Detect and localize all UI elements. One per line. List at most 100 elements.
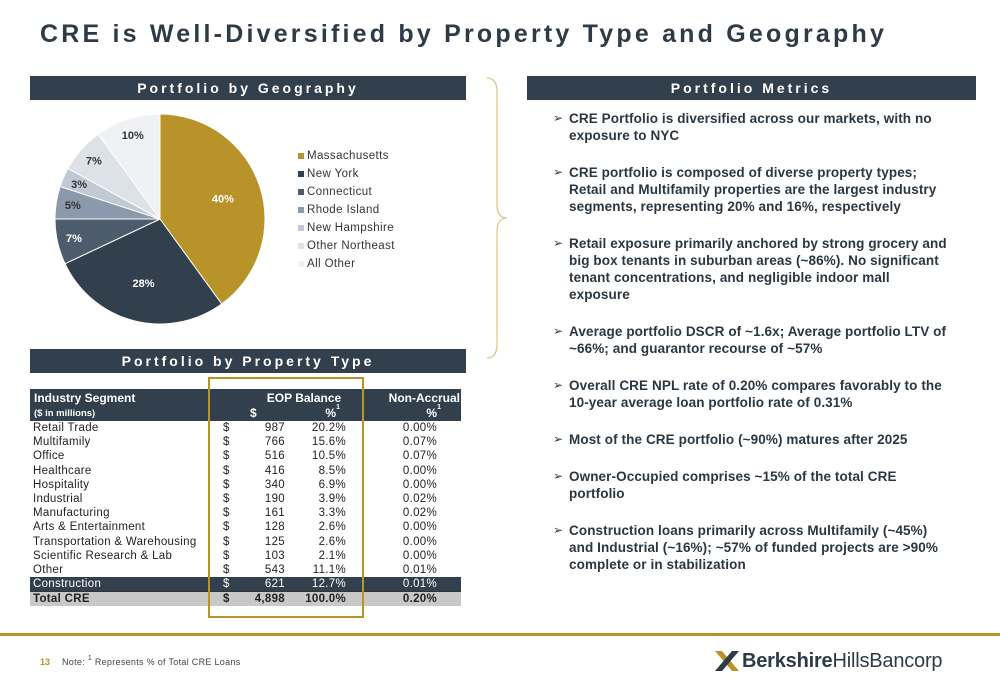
cell-nonaccrual: 0.02% xyxy=(402,507,437,520)
header-na-pct-label: % xyxy=(426,406,438,420)
cell-segment: Healthcare xyxy=(33,464,92,477)
arrow-bullet-icon: ➢ xyxy=(553,432,564,446)
cell-dollar: $ xyxy=(223,450,230,463)
legend-label: Other Northeast xyxy=(307,240,395,252)
arrow-bullet-icon: ➢ xyxy=(553,523,564,537)
cell-pct: 6.9% xyxy=(318,478,346,491)
metrics-header: Portfolio Metrics xyxy=(527,76,976,100)
legend-label: Massachusetts xyxy=(307,150,389,162)
legend-label: Rhode Island xyxy=(307,204,380,216)
metric-bullet: ➢ CRE Portfolio is diversified across our… xyxy=(553,110,953,144)
metric-bullet-text: CRE portfolio is composed of diverse pro… xyxy=(569,165,937,214)
cell-nonaccrual: 0.00% xyxy=(402,549,437,562)
cell-pct: 3.9% xyxy=(318,492,346,505)
cell-segment: Multifamily xyxy=(33,436,91,449)
metric-bullet-text: Most of the CRE portfolio (~90%) matures… xyxy=(569,432,908,447)
table-row: Arts & Entertainment $128 2.6% 0.00% xyxy=(30,520,461,534)
footnote-sup: 1 xyxy=(87,655,93,662)
table-body: Retail Trade $987 20.2% 0.00% Multifamily $76… xyxy=(30,421,461,592)
legend-swatch xyxy=(298,261,304,267)
metric-bullet: ➢ CRE portfolio is composed of diverse pr… xyxy=(553,164,953,215)
cell-dollar: $ xyxy=(223,578,230,591)
legend-item: Rhode Island xyxy=(298,201,395,219)
cell-dollar: $ xyxy=(223,521,230,534)
cell-segment: Arts & Entertainment xyxy=(33,521,146,534)
arrow-bullet-icon: ➢ xyxy=(553,469,564,483)
cell-dollar: $ xyxy=(223,464,230,477)
metric-bullet-text: Retail exposure primarily anchored by st… xyxy=(569,236,947,302)
cell-balance: 987 xyxy=(264,422,285,434)
legend-label: Connecticut xyxy=(307,186,373,198)
legend-item: New York xyxy=(298,165,395,183)
legend-item: New Hampshire xyxy=(298,219,395,237)
header-industry-segment: Industry Segment xyxy=(34,391,136,405)
metric-bullet-text: Construction loans primarily across Mult… xyxy=(569,523,938,572)
metric-bullet: ➢ Retail exposure primarily anchored by s… xyxy=(553,235,953,303)
cell-pct: 20.2% xyxy=(311,422,346,434)
cell-balance: 340 xyxy=(264,478,285,491)
pie-slice-new-york xyxy=(64,218,223,325)
cell-dollar: $ xyxy=(223,422,230,434)
legend-swatch xyxy=(298,225,304,231)
metric-bullet: ➢ Overall CRE NPL rate of 0.20% compares … xyxy=(553,377,953,411)
cell-pct: 2.6% xyxy=(318,521,346,534)
cell-pct: 12.7% xyxy=(311,578,346,591)
legend-swatch xyxy=(298,243,304,249)
legend-swatch xyxy=(298,189,304,195)
cell-nonaccrual: 0.00% xyxy=(402,535,437,548)
cell-segment: Scientific Research & Lab xyxy=(33,549,173,562)
arrow-bullet-icon: ➢ xyxy=(553,378,564,392)
metric-bullet: ➢ Average portfolio DSCR of ~1.6x; Averag… xyxy=(553,323,953,357)
footnote-text: Represents % of Total CRE Loans xyxy=(92,657,241,667)
header-pct-label: % xyxy=(325,406,337,420)
pie-label-other-northeast: 7% xyxy=(86,156,102,168)
metric-bullet: ➢ Owner-Occupied comprises ~15% of the to… xyxy=(553,468,953,502)
table-row: Industrial $190 3.9% 0.02% xyxy=(30,492,461,506)
cell-pct: 8.5% xyxy=(318,464,346,477)
metric-bullet: ➢ Most of the CRE portfolio (~90%) mature… xyxy=(553,431,953,448)
pie-label-new-hampshire: 3% xyxy=(71,179,87,191)
header-non-accrual: Non-Accrual xyxy=(388,391,460,405)
metric-bullet: ➢ Construction loans primarily across Mul… xyxy=(553,522,953,573)
legend-label: New Hampshire xyxy=(307,222,395,234)
arrow-bullet-icon: ➢ xyxy=(553,111,564,125)
metric-bullet-text: Overall CRE NPL rate of 0.20% compares f… xyxy=(569,378,942,410)
cell-balance: 416 xyxy=(264,464,285,477)
table-row: Healthcare $416 8.5% 0.00% xyxy=(30,464,461,478)
metrics-bullet-list: ➢ CRE Portfolio is diversified across our… xyxy=(553,110,953,593)
pie-label-massachusetts: 40% xyxy=(212,194,234,206)
cell-segment: Office xyxy=(33,450,65,463)
cell-nonaccrual: 0.00% xyxy=(402,478,437,491)
pie-label-all-other: 10% xyxy=(122,130,144,142)
table-row: Retail Trade $987 20.2% 0.00% xyxy=(30,421,461,435)
table-row: Hospitality $340 6.9% 0.00% xyxy=(30,478,461,492)
header-dollar: $ xyxy=(250,406,257,420)
table-row: Scientific Research & Lab $103 2.1% 0.00% xyxy=(30,549,461,563)
cell-balance: 103 xyxy=(264,549,285,562)
legend-swatch xyxy=(298,153,304,159)
arrow-bullet-icon: ➢ xyxy=(553,324,564,338)
eop-balance-highlight-box xyxy=(208,377,364,618)
cell-nonaccrual: 0.01% xyxy=(402,563,437,576)
legend-swatch xyxy=(298,171,304,177)
logo-text-bold: Berkshire xyxy=(742,649,833,672)
pie-slice-all-other xyxy=(97,113,161,221)
cell-balance: 766 xyxy=(264,436,285,449)
header-eop-balance: EOP Balance xyxy=(266,391,342,405)
cell-dollar: $ xyxy=(223,492,230,505)
table-row: Transportation & Warehousing $125 2.6% 0.00… xyxy=(30,535,461,549)
cell-dollar: $ xyxy=(223,563,230,576)
cell-segment: Hospitality xyxy=(33,478,90,491)
logo-text: BerkshireHillsBancorp xyxy=(742,649,943,673)
total-dollar: $ xyxy=(223,593,230,606)
cell-segment: Manufacturing xyxy=(33,507,110,520)
cell-pct: 11.1% xyxy=(312,563,346,576)
legend-label: New York xyxy=(307,168,359,180)
cell-balance: 190 xyxy=(264,492,285,505)
cell-balance: 516 xyxy=(264,450,285,463)
cell-pct: 3.3% xyxy=(318,507,346,520)
page-number: 13 xyxy=(40,657,51,667)
table-row: Office $516 10.5% 0.07% xyxy=(30,449,461,463)
cell-pct: 2.6% xyxy=(318,535,346,548)
logo-text-regular: HillsBancorp xyxy=(832,649,943,672)
